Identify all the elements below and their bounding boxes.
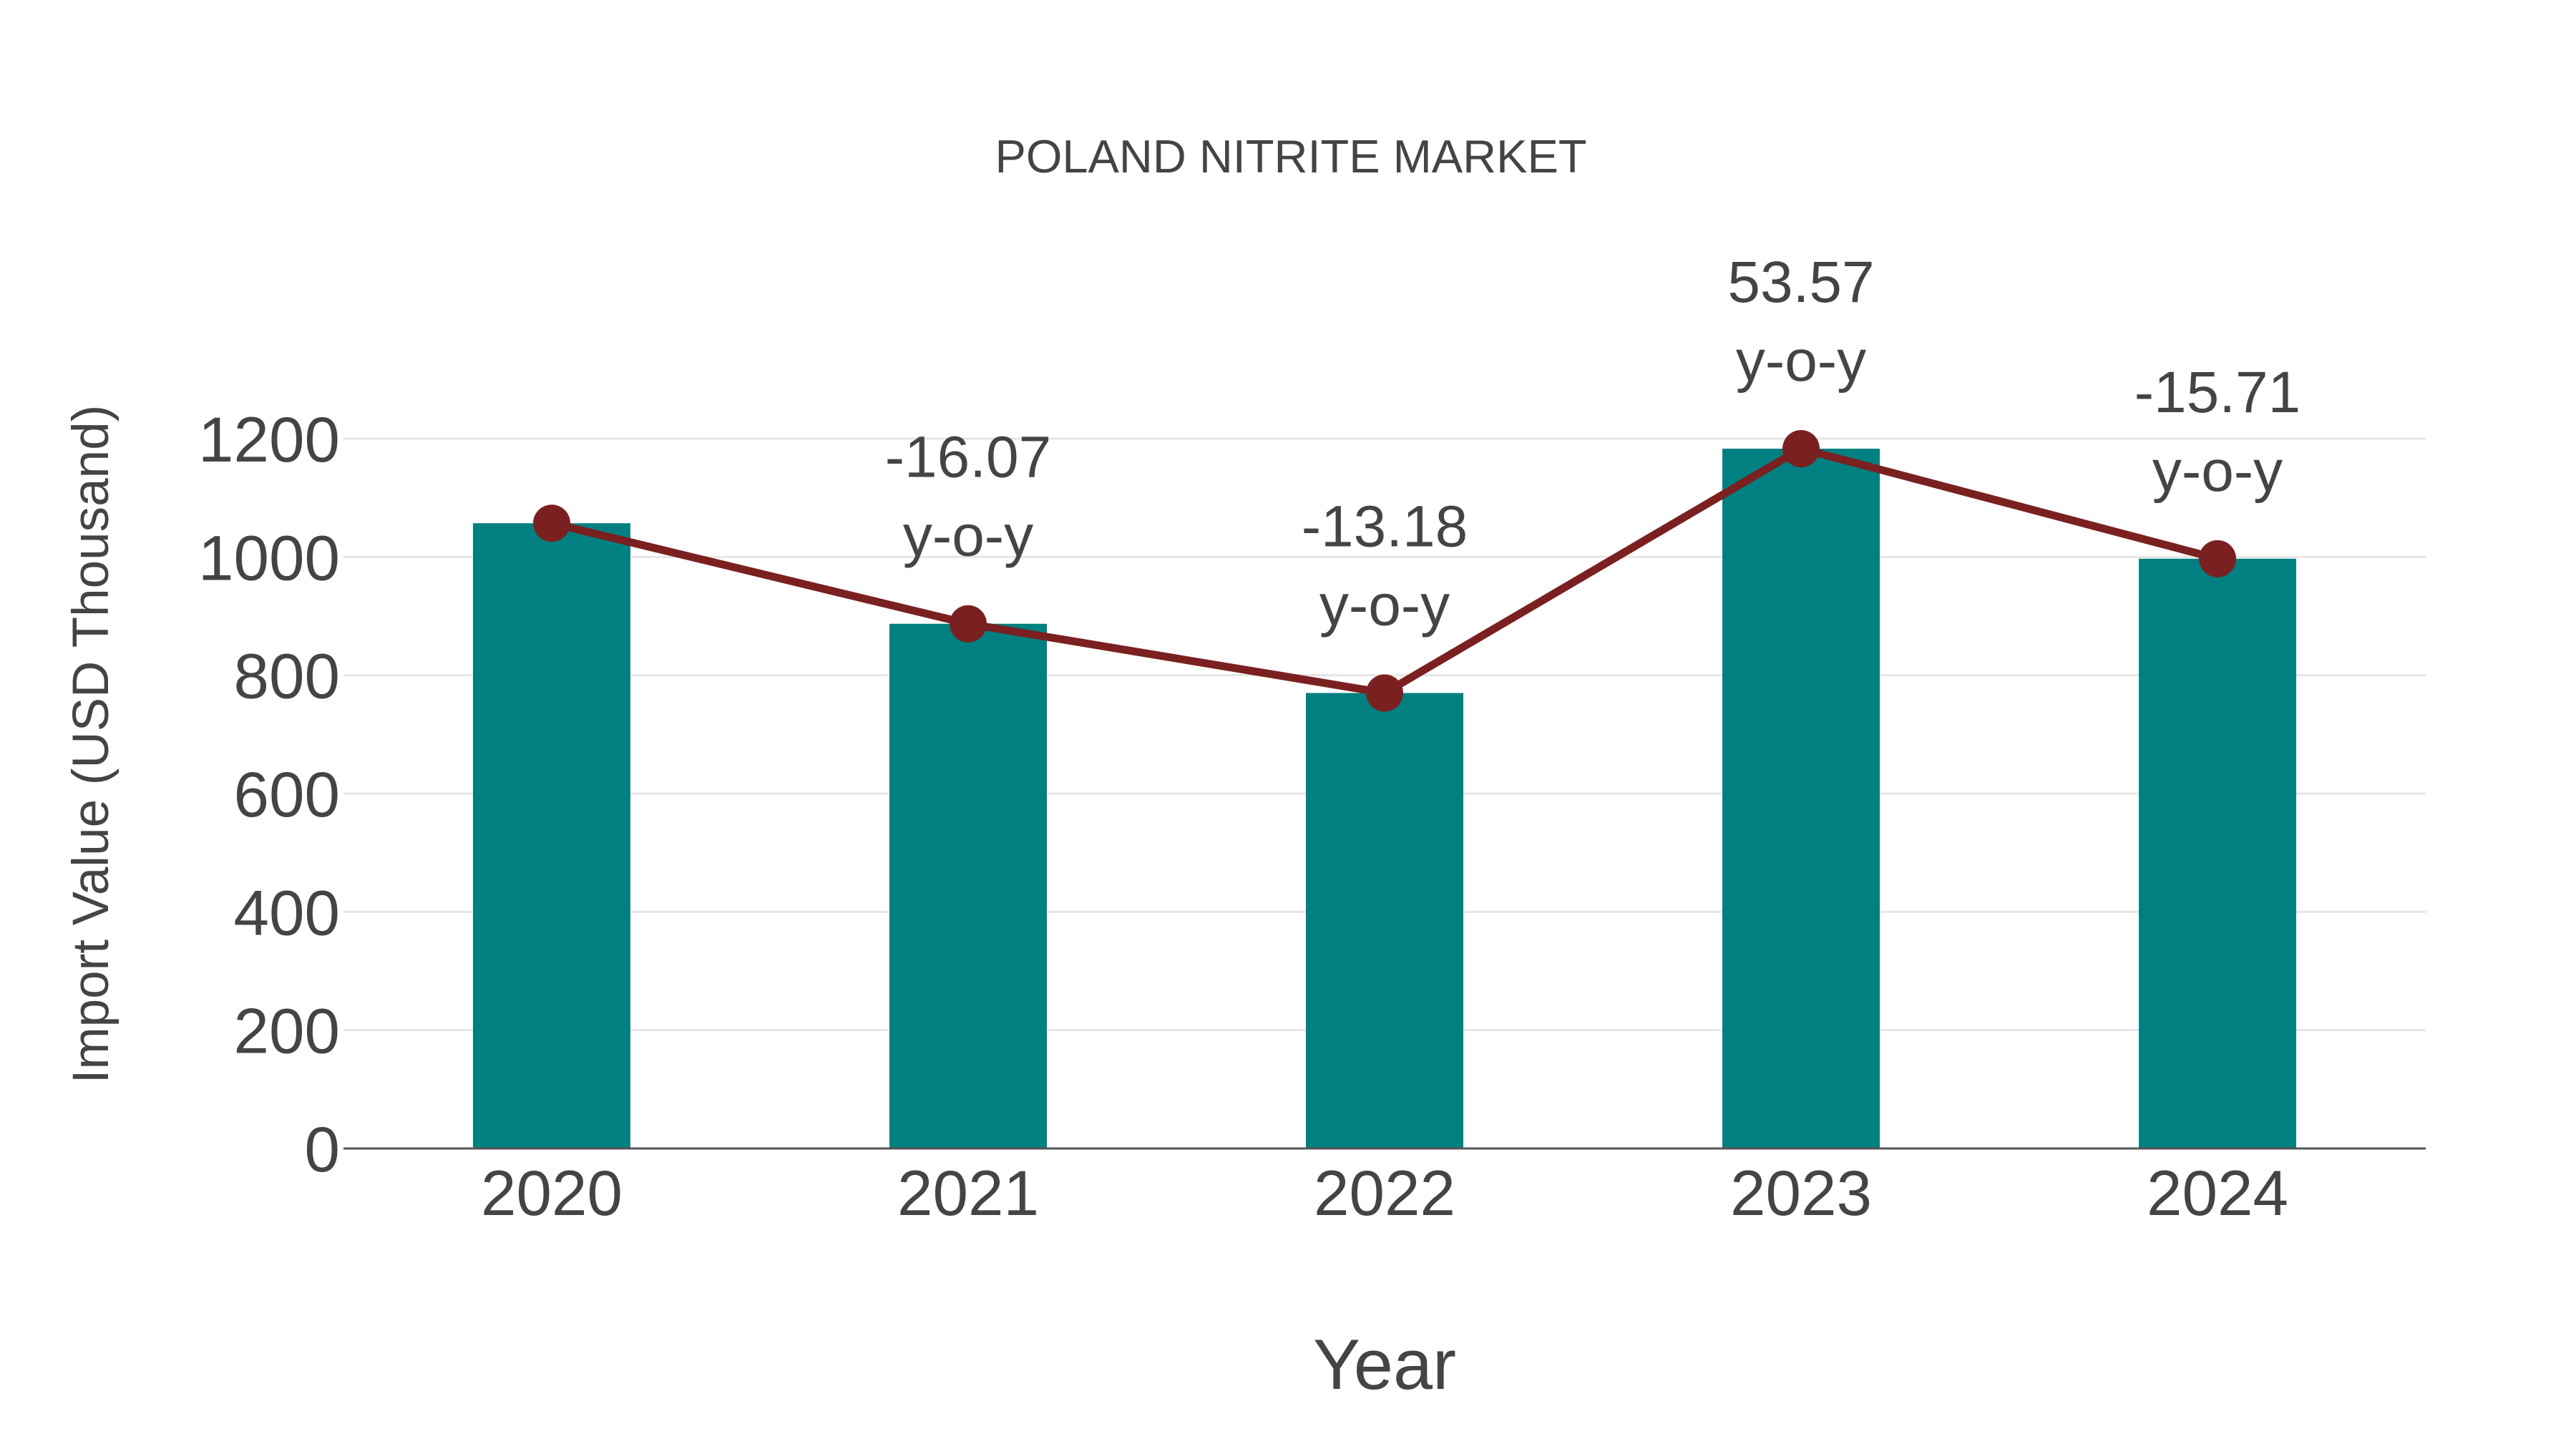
x-tick-label: 2023 xyxy=(1730,1157,1872,1229)
marker-2022 xyxy=(1366,674,1403,712)
x-axis-ticks: 2020 2021 2022 2023 2024 xyxy=(481,1157,2288,1229)
bar-2023 xyxy=(1722,449,1880,1148)
x-tick-label: 2022 xyxy=(1314,1157,1455,1229)
line-series xyxy=(533,430,2236,712)
x-tick-label: 2020 xyxy=(481,1157,623,1229)
y-tick-label: 0 xyxy=(305,1113,341,1185)
yoy-value: -13.18 xyxy=(1302,494,1468,559)
bar-2020 xyxy=(473,523,630,1148)
bar-2024 xyxy=(2139,558,2296,1148)
yoy-value: -16.07 xyxy=(885,425,1052,490)
bar-2021 xyxy=(889,623,1047,1148)
y-tick-label: 1200 xyxy=(198,404,340,475)
x-tick-label: 2021 xyxy=(897,1157,1039,1229)
y-tick-label: 1000 xyxy=(198,522,340,593)
x-axis-title: Year xyxy=(1313,1324,1456,1404)
bar-series xyxy=(473,449,2296,1148)
y-tick-label: 400 xyxy=(234,877,341,948)
chart-title: POLAND NITRITE MARKET xyxy=(995,130,1586,182)
y-tick-label: 600 xyxy=(234,758,341,830)
yoy-suffix: y-o-y xyxy=(1319,572,1450,638)
yoy-value: -15.71 xyxy=(2135,360,2301,425)
yoy-suffix: y-o-y xyxy=(903,504,1033,569)
yoy-annotations: -16.07 y-o-y -13.18 y-o-y 53.57 y-o-y -15.71 y-… xyxy=(885,250,2301,638)
x-tick-label: 2024 xyxy=(2147,1157,2288,1229)
bar-2022 xyxy=(1306,693,1463,1148)
y-axis-title: Import Value (USD Thousand) xyxy=(63,405,119,1083)
y-tick-label: 800 xyxy=(234,640,341,712)
marker-2021 xyxy=(950,605,987,643)
yoy-suffix: y-o-y xyxy=(2152,439,2283,504)
marker-2020 xyxy=(533,504,570,542)
yoy-suffix: y-o-y xyxy=(1736,328,1866,394)
y-tick-label: 200 xyxy=(234,995,341,1067)
y-axis-ticks: 0 200 400 600 800 1000 1200 xyxy=(198,404,340,1185)
marker-2023 xyxy=(1782,430,1820,468)
marker-2024 xyxy=(2199,540,2236,577)
yoy-value: 53.57 xyxy=(1727,250,1874,315)
